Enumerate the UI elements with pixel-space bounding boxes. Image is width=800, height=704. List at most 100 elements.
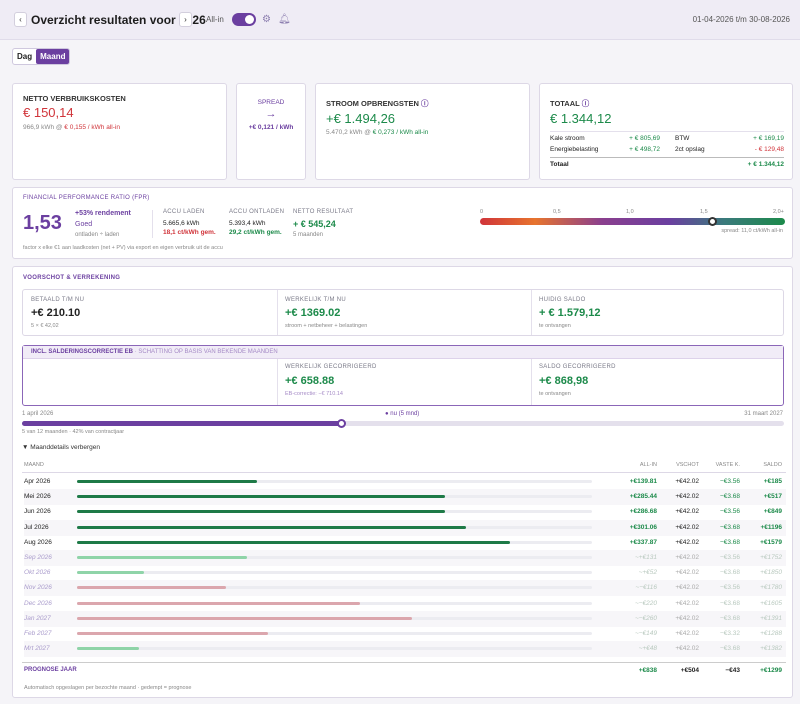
table-row: Apr 2026 +€139.81 +€42.02 −€3.56 +€185 bbox=[24, 474, 786, 490]
totaal-card: TOTAAL ⓘ € 1.344,12 Kale stroom + € 805,… bbox=[539, 83, 793, 180]
col-maand: MAAND bbox=[24, 462, 44, 468]
cell-maand: Okt 2026 bbox=[24, 569, 51, 577]
fpr-grade: Goed bbox=[75, 221, 93, 228]
gear-icon[interactable]: ⚙ bbox=[262, 14, 271, 25]
month-bar-track bbox=[77, 510, 592, 514]
cell-allin: ~−€116 bbox=[635, 584, 657, 592]
eb-correctie: EB-correctie: −€ 710.14 bbox=[285, 391, 343, 397]
netto-resultaat-value: + € 545,24 bbox=[293, 219, 336, 229]
info-icon[interactable]: ⓘ bbox=[421, 99, 429, 108]
werkelijk-sub: stroom + netbeheer + belastingen bbox=[285, 323, 368, 329]
stroom-card: STROOM OPBRENGSTEN ⓘ +€ 1.494,26 5.470,2… bbox=[315, 83, 530, 180]
timeline-now: ● nu (5 mnd) bbox=[385, 411, 420, 417]
cell-maand: Aug 2026 bbox=[24, 538, 52, 546]
allin-toggle[interactable] bbox=[232, 13, 256, 26]
toggle-details-button[interactable]: ▼ Maanddetails verbergen bbox=[22, 444, 100, 451]
opslag-value: - € 129,48 bbox=[754, 146, 784, 153]
saldo-gecorrigeerd-value: +€ 868,98 bbox=[539, 375, 589, 387]
cell-allin: ~−€260 bbox=[634, 614, 657, 622]
prognose-allin: +€838 bbox=[638, 667, 657, 674]
month-bar-track bbox=[77, 556, 592, 559]
table-footnote: Automatisch opgeslagen per bezochte maan… bbox=[24, 685, 192, 691]
fpr-footnote: factor x elke €1 aan laadkosten (net + P… bbox=[23, 245, 223, 251]
cell-vastek: −€3.68 bbox=[719, 538, 740, 546]
cell-maand: Jan 2027 bbox=[24, 614, 51, 622]
cell-maand: Jul 2026 bbox=[24, 523, 49, 531]
cell-allin: ~−€149 bbox=[634, 630, 657, 637]
cell-vschot: +€42.02 bbox=[675, 645, 699, 653]
spread-label: SPREAD bbox=[257, 99, 285, 106]
tab-maand[interactable]: Maand bbox=[36, 49, 70, 64]
page-title: Overzicht resultaten voor 2026 bbox=[31, 13, 206, 27]
fpr-gauge-scale: 0 0,5 1,0 1,5 2,0+ bbox=[480, 209, 785, 219]
cell-saldo: +€849 bbox=[763, 508, 782, 516]
kale-stroom-label: Kale stroom bbox=[550, 135, 585, 142]
bell-icon[interactable]: 🔔︎ bbox=[278, 14, 291, 25]
fpr-formula: ontladen ÷ laden bbox=[75, 232, 120, 238]
cell-saldo: +€1391 bbox=[760, 614, 782, 622]
saldo-gecorrigeerd-sub: te ontvangen bbox=[539, 391, 571, 397]
fpr-value: 1,53 bbox=[23, 212, 62, 234]
info-icon[interactable]: ⓘ bbox=[581, 99, 590, 108]
col-allin: ALL-IN bbox=[639, 462, 657, 468]
month-bar-track bbox=[77, 601, 592, 605]
cell-vastek: −€3.56 bbox=[719, 478, 740, 485]
spread-card: SPREAD → +€ 0,121 / kWh bbox=[236, 83, 306, 180]
previous-period-button[interactable]: ‹ bbox=[14, 12, 27, 27]
tab-dag[interactable]: Dag bbox=[17, 52, 33, 61]
table-row: Mrt 2027 ~+€48 +€42.02 −€3.68 +€1382 bbox=[24, 641, 786, 658]
cell-vastek: −€3.68 bbox=[719, 493, 740, 501]
table-row: Nov 2026 ~−€116 +€42.02 −€3.56 +€1780 bbox=[24, 580, 786, 597]
cell-saldo: +€1579 bbox=[760, 538, 782, 546]
cell-vschot: +€42.02 bbox=[675, 554, 699, 561]
fpr-gauge-bar bbox=[480, 218, 785, 225]
next-period-button[interactable]: › bbox=[179, 12, 192, 27]
cell-saldo: +€517 bbox=[763, 493, 782, 501]
cell-saldo: +€1850 bbox=[760, 569, 782, 577]
cell-vastek: −€3.56 bbox=[719, 508, 740, 516]
cell-saldo: +€1196 bbox=[760, 523, 782, 531]
month-bar-track bbox=[77, 540, 592, 544]
table-row: Sep 2026 ~+€131 +€42.02 −€3.56 +€1752 bbox=[24, 550, 786, 566]
saldo-value: + € 1.579,12 bbox=[539, 307, 601, 319]
werkelijk-gecorrigeerd-label: WERKELIJK GECORRIGEERD bbox=[285, 364, 377, 370]
month-bar-track bbox=[77, 525, 592, 529]
month-bar-track bbox=[77, 632, 592, 635]
fpr-rendement: +53% rendement bbox=[75, 210, 131, 217]
cell-saldo: +€185 bbox=[763, 478, 782, 485]
cell-vschot: +€42.02 bbox=[675, 478, 699, 485]
cell-maand: Apr 2026 bbox=[24, 478, 51, 485]
timeline-start: 1 april 2026 bbox=[22, 411, 54, 417]
month-bar-track bbox=[77, 571, 592, 575]
cell-allin: ~−€220 bbox=[634, 599, 657, 607]
kale-stroom-value: + € 805,69 bbox=[629, 135, 660, 142]
totaal-row-label: Totaal bbox=[550, 161, 569, 168]
table-row: Okt 2026 ~+€52 +€42.02 −€3.68 +€1850 bbox=[24, 565, 786, 581]
cell-vastek: −€3.68 bbox=[719, 569, 740, 577]
cell-vastek: −€3.68 bbox=[719, 523, 740, 531]
prognose-vastek: −€43 bbox=[725, 667, 740, 674]
betaald-label: BETAALD T/M NU bbox=[31, 297, 85, 303]
cell-vschot: +€42.02 bbox=[675, 538, 699, 546]
cell-maand: Nov 2026 bbox=[24, 584, 52, 592]
stroom-value: +€ 1.494,26 bbox=[326, 111, 396, 126]
cell-allin: ~+€48 bbox=[638, 645, 657, 653]
btw-label: BTW bbox=[675, 135, 690, 142]
cell-maand: Jun 2026 bbox=[24, 508, 51, 516]
stroom-rate: € 0,273 / kWh all-in bbox=[372, 129, 429, 136]
stroom-label: STROOM OPBRENGSTEN bbox=[326, 99, 419, 108]
month-bar-track bbox=[77, 586, 592, 590]
netto-resultaat-sub: 5 maanden bbox=[293, 232, 324, 238]
month-bar bbox=[77, 480, 258, 483]
voorschot-summary: BETAALD T/M NU +€ 210.10 5 × € 42,02 WER… bbox=[22, 289, 784, 336]
timeline-sub: 5 van 12 maanden · 42% van contractjaar bbox=[22, 429, 125, 435]
contract-timeline bbox=[22, 421, 784, 426]
prognose-vschot: +€504 bbox=[680, 667, 699, 674]
spread-value: +€ 0,121 / kWh bbox=[248, 124, 294, 131]
month-bar-track bbox=[77, 616, 592, 620]
scale-tick: 2,0+ bbox=[773, 209, 784, 215]
cell-saldo: +€1752 bbox=[760, 554, 782, 561]
fpr-label: FINANCIAL PERFORMANCE RATIO (FPR) bbox=[23, 195, 150, 201]
cell-vschot: +€42.02 bbox=[675, 508, 699, 516]
cell-allin: ~+€52 bbox=[638, 569, 657, 577]
